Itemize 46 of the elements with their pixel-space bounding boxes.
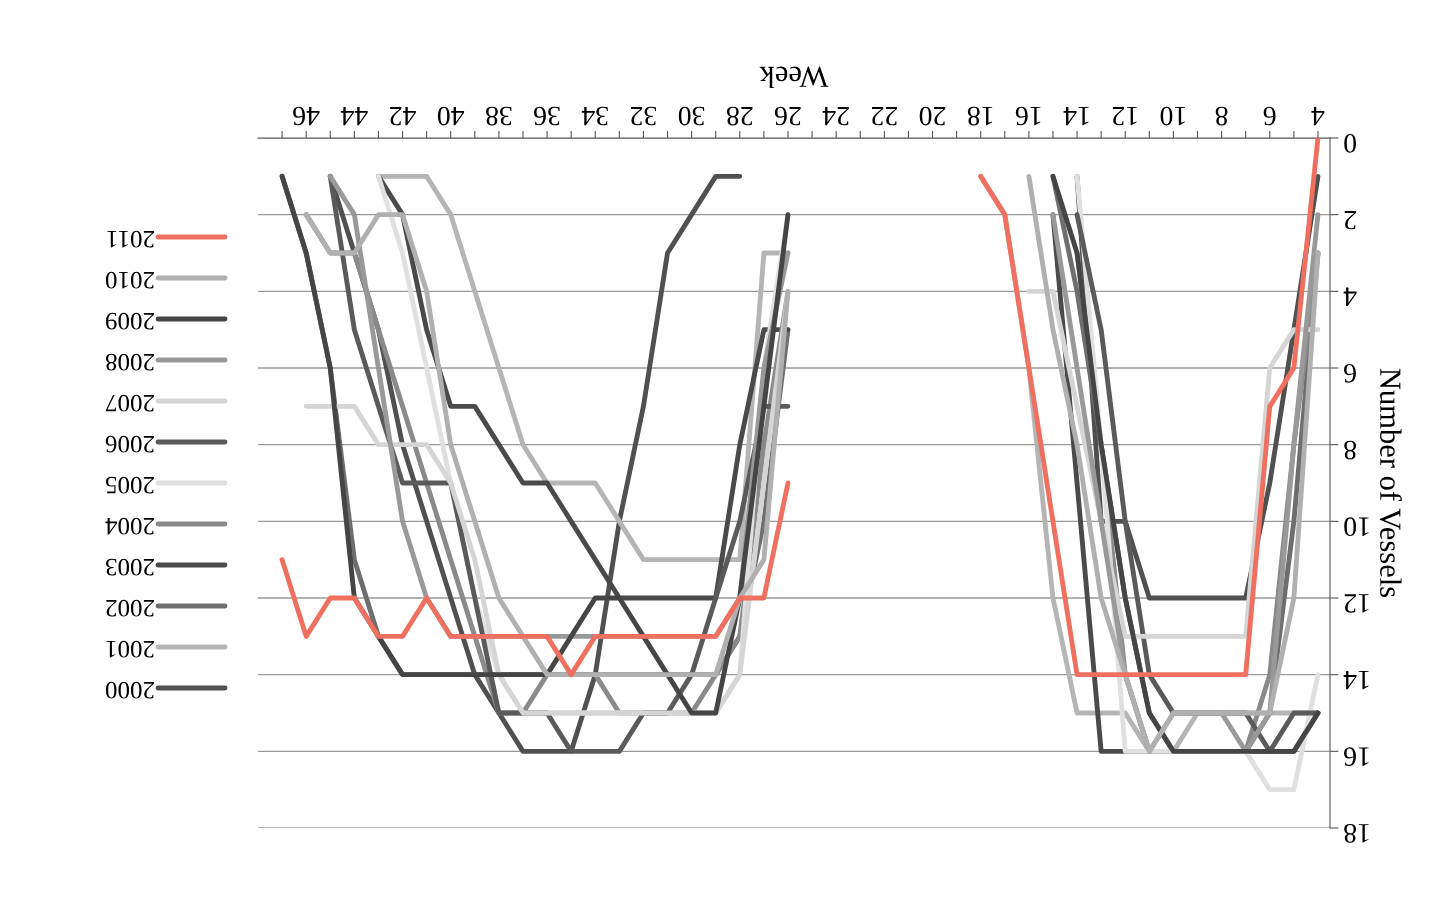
x-tick-label: 26 [774, 106, 801, 126]
y-tick-label: 12 [1344, 594, 1369, 613]
x-tick-label: 40 [437, 106, 465, 126]
y-tick-label: 0 [1344, 134, 1357, 153]
y-tick-label: 6 [1344, 364, 1356, 383]
x-tick-label: 28 [726, 106, 753, 126]
x-tick-label: 42 [390, 106, 416, 126]
y-tick-label: 14 [1343, 670, 1369, 690]
x-tick-label: 18 [967, 106, 993, 126]
x-tick-label: 44 [340, 106, 368, 126]
y-tick-label: 2 [1344, 210, 1356, 230]
y-axis-title: Number of Vessels [1379, 368, 1402, 598]
x-tick-label: 22 [871, 106, 898, 126]
legend-label: 2008 [105, 353, 154, 371]
y-tick-label: 4 [1343, 287, 1357, 306]
x-tick-label: 12 [1112, 106, 1137, 126]
y-tick-label: 18 [1344, 824, 1369, 843]
x-tick-label: 24 [822, 106, 849, 126]
x-tick-label: 30 [678, 106, 705, 126]
x-tick-label: 38 [486, 106, 512, 126]
legend-label: 2004 [105, 517, 154, 535]
legend-label: 2001 [106, 640, 154, 658]
y-tick-label: 16 [1344, 747, 1369, 767]
x-tick-label: 4 [1311, 106, 1325, 126]
x-axis-title: Week [759, 66, 829, 89]
x-tick-label: 16 [1015, 106, 1041, 126]
x-tick-label: 32 [631, 106, 656, 126]
legend-label: 2000 [105, 681, 154, 699]
x-tick-label: 6 [1263, 106, 1276, 126]
x-tick-label: 8 [1215, 106, 1228, 126]
legend-label: 2011 [107, 230, 154, 248]
x-tick-label: 10 [1160, 106, 1185, 126]
x-tick-label: 14 [1063, 106, 1089, 126]
x-tick-label: 46 [293, 106, 320, 126]
legend-label: 2007 [105, 394, 154, 412]
y-tick-label: 8 [1344, 440, 1357, 460]
y-tick-label: 10 [1344, 517, 1369, 537]
legend-label: 2009 [106, 312, 154, 330]
legend-label: 2006 [105, 435, 154, 453]
legend-label: 2003 [105, 558, 154, 576]
x-tick-label: 36 [534, 106, 560, 126]
legend-label: 2002 [106, 599, 154, 617]
x-tick-label: 34 [581, 106, 608, 126]
legend-label: 2010 [105, 271, 154, 289]
x-tick-label: 20 [919, 106, 946, 126]
legend-label: 2005 [105, 476, 154, 494]
